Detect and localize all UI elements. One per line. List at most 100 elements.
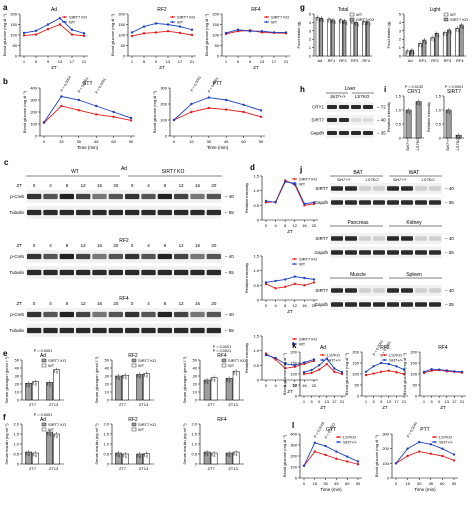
blot-background [330, 247, 442, 258]
x-tick-label: 21 [460, 399, 465, 404]
blot-panel-c: WT SIRT7 KO Ad ZT 0 4 8 12 16 20 0 4 8 12 16 20 p-Creb – … [4, 158, 234, 337]
series-line [43, 95, 132, 123]
blot-band [345, 200, 357, 205]
y-tick-label: 1.5 [191, 432, 197, 437]
bar [203, 451, 211, 465]
mw-marker: – 35 [445, 250, 454, 255]
p-value: P = 0.0021 [213, 349, 231, 353]
zt-tick: 4 [147, 243, 150, 248]
blot-band [327, 105, 337, 109]
legend-label: Sirt7+/+ [439, 440, 454, 445]
zt-tick: 16 [97, 243, 103, 248]
blot-band [92, 193, 107, 200]
y-tick-label: 0 [257, 378, 260, 383]
blot-band [345, 250, 357, 255]
p-value: P = 0.0001 [95, 77, 107, 94]
x-axis-label: ZT [287, 389, 293, 394]
bar-dot [316, 19, 318, 21]
chart-f2: 0 0.5 1.0 1.5 2.0 Serum insulin (ng ml⁻¹) RF2 Z… [94, 417, 156, 471]
blot-background [326, 102, 374, 112]
data-point [310, 368, 313, 372]
data-point [387, 362, 390, 366]
y-tick-label: 50 [215, 43, 220, 48]
x-tick-label: 45 [224, 139, 229, 144]
x-tick-label: ZT7 [29, 402, 37, 407]
blot-band [190, 253, 205, 260]
blot-background [330, 233, 442, 244]
y-tick-label: 0 [357, 394, 360, 399]
blot-band [373, 302, 385, 307]
data-point [325, 357, 328, 360]
y-tick-label: 0.5 [13, 452, 19, 457]
blot-band [359, 236, 371, 241]
series-line [265, 181, 315, 205]
legend-label: WT [177, 20, 184, 25]
blot-background [26, 206, 222, 219]
x-tick-label: 20 [312, 223, 317, 228]
data-point [302, 371, 306, 374]
x-tick-label: 15 [59, 139, 64, 144]
data-point [58, 17, 62, 20]
blot-background [326, 128, 374, 138]
bar-dot [422, 40, 425, 42]
x-tick-label: 60 [111, 139, 116, 144]
blot-band [157, 269, 172, 276]
blot-band [92, 327, 107, 334]
blot-row-label: Gapdh [314, 200, 328, 205]
bar-dot [431, 39, 433, 41]
blot-background [330, 197, 442, 208]
blot-band [141, 311, 156, 318]
panel-letter: k [292, 341, 297, 350]
bar-dot [458, 137, 461, 140]
series-line [395, 441, 455, 464]
bar [25, 382, 32, 401]
bar-dot [139, 456, 141, 459]
mw-marker: – 55 [225, 328, 234, 333]
blot-band [429, 288, 441, 293]
blot-band [157, 311, 172, 318]
y-axis-label: Relative intensity [244, 263, 249, 293]
zt-tick: 16 [195, 243, 201, 248]
x-tick-label: 45 [94, 139, 99, 144]
blot-band [359, 250, 371, 255]
x-tick-label: 0 [265, 303, 268, 308]
blot-background [26, 250, 222, 263]
y-tick-label: 0 [439, 136, 442, 141]
bar-dot [362, 21, 365, 24]
y-axis-label: Blood glucose (mg dl⁻¹) [22, 90, 27, 133]
y-axis-label: Serum glucagon (pmol l⁻¹) [4, 356, 9, 404]
data-point [293, 364, 296, 367]
legend-swatch [131, 427, 137, 432]
chart-title: PTT [213, 81, 222, 87]
data-point [312, 358, 316, 361]
bar [232, 451, 240, 465]
y-tick-label: 0.5 [253, 203, 259, 208]
zt-tick: 8 [66, 301, 69, 306]
x-tick-label: RF3 [444, 58, 452, 63]
y-tick-label: 40 [193, 366, 198, 371]
zt-tick: 4 [49, 183, 52, 188]
y-tick-label: 1.0 [191, 442, 197, 447]
legend-label: SIRT7 KO [299, 257, 317, 262]
blot-band [401, 288, 413, 293]
y-tick-label: 300 [290, 443, 297, 448]
chart-title: GTT [326, 427, 336, 433]
x-tick-label: ZT7 [207, 466, 215, 471]
bar-dot [136, 454, 139, 456]
data-point [274, 287, 277, 290]
bar-dot [327, 20, 330, 23]
bar-dot [206, 453, 209, 455]
y-tick-label: 50 [121, 43, 126, 48]
bar-dot [125, 376, 127, 378]
blot-band [331, 186, 343, 191]
p-value: P = 0.0018 [313, 421, 325, 438]
mw-marker: – 40 [225, 254, 234, 259]
data-point [225, 98, 228, 102]
bar-dot [316, 17, 318, 20]
x-axis-label: ZT [287, 229, 293, 234]
blot-row-label: Gapdh [310, 131, 324, 136]
bar-dot [406, 51, 408, 53]
y-tick-label: 40 [15, 366, 20, 371]
blot-band [206, 269, 221, 276]
x-tick-label: Sirt7+/+ [405, 136, 410, 151]
